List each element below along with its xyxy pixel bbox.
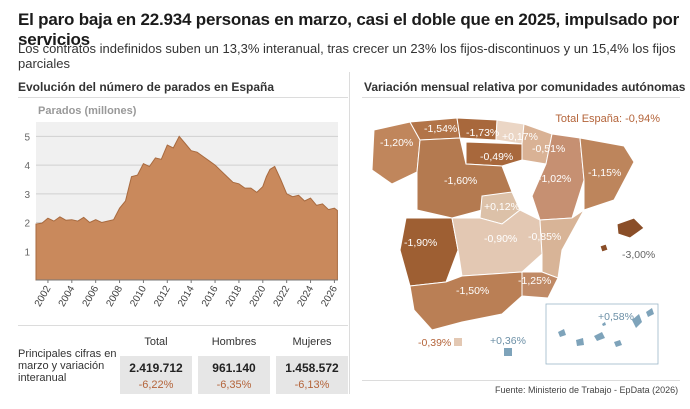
left-panel-title: Evolución del número de parados en Españ… (18, 80, 275, 94)
stat-change: -6,22% (138, 379, 174, 391)
x-tick-label: 2022 (272, 284, 293, 309)
region-value-label: -1,15% (588, 167, 621, 179)
right-title-rule (362, 97, 680, 98)
x-tick-label: 2016 (200, 284, 221, 309)
national-total-label: Total España: -0,94% (555, 113, 660, 125)
region-baleares (599, 217, 645, 253)
stat-header: Mujeres (292, 336, 332, 348)
region-value-label: +0,17% (502, 131, 538, 143)
stat-value: 1.458.572 (285, 361, 339, 375)
stat-card: 1.458.572 -6,13% (276, 356, 348, 394)
x-tick-label: 2020 (248, 284, 269, 309)
key-figures-label: Principales cifras en marzo y variación … (18, 348, 117, 384)
left-title-rule (18, 97, 348, 98)
stat-mujeres: Mujeres 1.458.572 -6,13% (276, 330, 348, 394)
region-value-label: -1,25% (518, 275, 551, 287)
right-panel-title: Variación mensual relativa por comunidad… (364, 80, 686, 94)
x-tick-label: 2024 (295, 284, 316, 309)
stat-card: 961.140 -6,35% (198, 356, 270, 394)
region-value-label: +0,12% (484, 201, 520, 213)
stat-value: 2.419.712 (129, 361, 183, 375)
region-value-label: -1,50% (456, 285, 489, 297)
stat-change: -6,13% (294, 379, 330, 391)
region-navarra (521, 123, 553, 165)
region-value-label: -0,90% (484, 233, 517, 245)
stat-total: Total 2.419.712 -6,22% (120, 330, 192, 394)
y-axis-title: Parados (millones) (38, 105, 137, 117)
region-galicia (371, 121, 421, 185)
spain-choropleth-map: -1,20% -1,54% -1,73% +0,17%-0,51% -0,49%-1,6… (371, 113, 660, 365)
x-tick-label: 2018 (224, 284, 245, 309)
region-value-label: -1,02% (538, 173, 571, 185)
source-note: Fuente: Ministerio de Trabajo - EpData (… (495, 385, 679, 395)
region-value-label: -1,20% (380, 137, 413, 149)
region-value-label: -1,90% (404, 237, 437, 249)
y-tick-label: 1 (24, 247, 30, 258)
x-tick-label: 2002 (33, 284, 54, 309)
stat-header: Hombres (211, 336, 257, 348)
y-tick-label: 2 (24, 219, 30, 230)
stat-change: -6,35% (216, 379, 252, 391)
subheadline: Los contratos indefinidos suben un 13,3%… (18, 41, 676, 71)
key-figures-table: Principales cifras en marzo y variación … (18, 330, 348, 394)
region-la-rioja (465, 141, 523, 167)
region-andalucia (409, 271, 523, 331)
region-value-label: -1,73% (466, 127, 499, 139)
stat-card: 2.419.712 -6,22% (120, 356, 192, 394)
region-value-label: +0,36% (490, 335, 526, 347)
x-tick-label: 2008 (105, 284, 126, 309)
stats-top-rule (18, 325, 348, 326)
x-tick-label: 2004 (57, 284, 78, 309)
x-tick-label: 2012 (152, 284, 173, 309)
region-ceuta (454, 338, 462, 346)
region-value-label: -0,51% (532, 143, 565, 155)
region-value-label: -0,85% (528, 231, 561, 243)
region-value-label: -0,39% (418, 337, 451, 349)
x-tick-label: 2014 (176, 284, 197, 309)
stat-value: 961.140 (212, 361, 256, 375)
area-series (35, 135, 338, 281)
stat-hombres: Hombres 961.140 -6,35% (198, 330, 270, 394)
canarias-inset-frame (545, 303, 659, 365)
x-tick-label: 2010 (128, 284, 149, 309)
x-tick-label: 2006 (81, 284, 102, 309)
source-rule (362, 380, 680, 381)
region-value-label: -0,49% (480, 151, 513, 163)
y-tick-label: 3 (24, 190, 30, 201)
y-tick-label: 5 (24, 132, 30, 143)
y-tick-label: 4 (24, 161, 30, 172)
region-value-label: -3,00% (622, 249, 655, 261)
stat-header: Total (144, 336, 168, 348)
region-value-label: -1,60% (444, 175, 477, 187)
region-cataluna (579, 137, 635, 211)
region-valencia (539, 209, 585, 279)
region-extremadura (399, 217, 459, 287)
headline: El paro baja en 22.934 personas en marzo… (18, 10, 680, 49)
region-value-label: -1,54% (424, 123, 457, 135)
x-tick-label: 2026 (319, 284, 340, 309)
region-value-label: +0,58% (598, 311, 634, 323)
panel-divider (349, 72, 350, 394)
region-melilla (504, 348, 512, 356)
